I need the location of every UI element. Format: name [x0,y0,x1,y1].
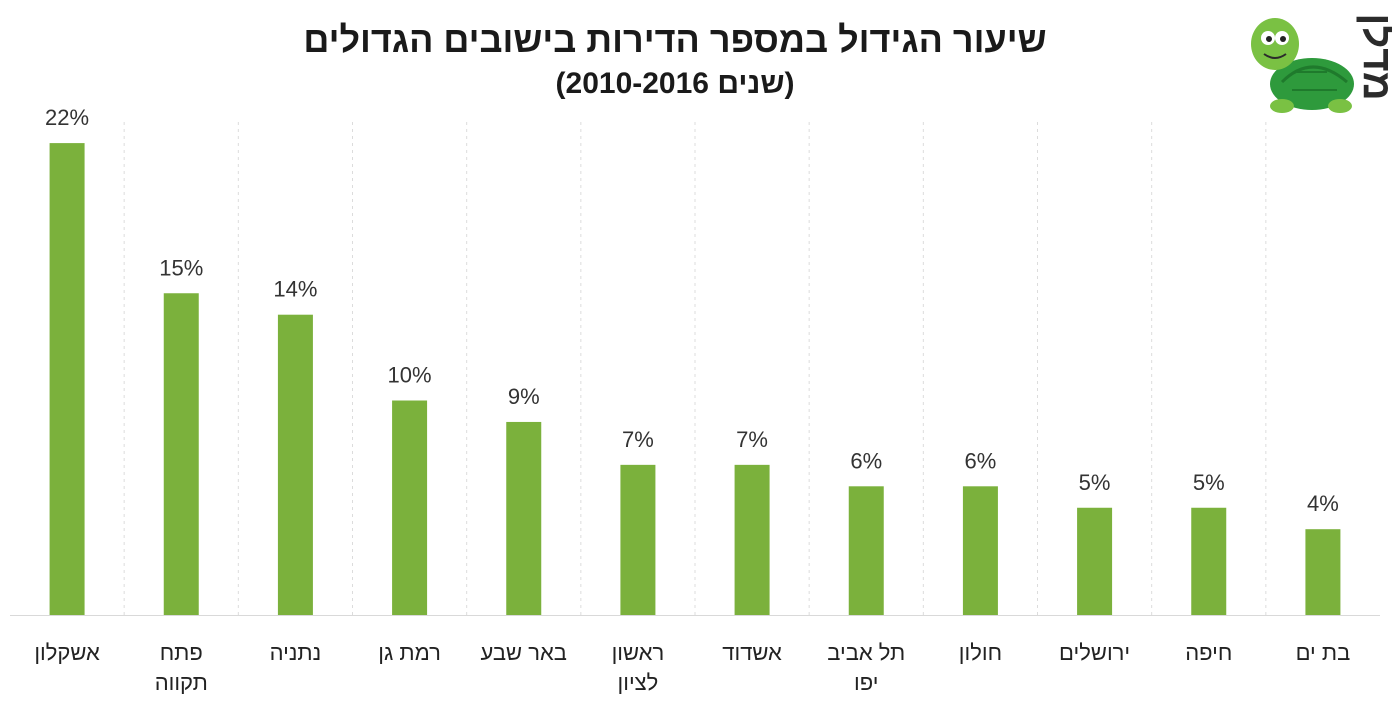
data-label: 9% [508,384,540,409]
data-label: 22% [45,105,89,130]
x-tick-label: פתח [160,640,203,665]
x-tick-label: נתניה [270,640,322,665]
x-tick-label: רמת גן [378,640,441,665]
turtle-icon [1251,18,1354,113]
bar [49,143,85,615]
bar [163,293,199,615]
x-tick-label: תל אביב [827,640,905,665]
logo-text: מדלן [1355,13,1392,100]
bar [734,464,770,615]
data-label: 6% [850,448,882,473]
bar [848,486,884,615]
chart-title: שיעור הגידול במספר הדירות בישובים הגדולי… [303,19,1047,60]
chart-subtitle: (שנים 2010-2016) [555,67,795,100]
data-label: 4% [1307,491,1339,516]
data-label: 6% [965,448,997,473]
x-tick-label: ראשון [612,640,665,665]
x-tick-label: אשקלון [34,640,100,665]
data-label: 5% [1193,470,1225,495]
data-label: 10% [388,363,432,388]
x-tick-label: לציון [618,670,659,695]
x-tick-label: יפו [854,670,878,695]
x-tick-label: חולון [959,640,1002,665]
x-tick-label: אשדוד [722,640,782,665]
data-label: 7% [622,427,654,452]
x-tick-label: באר שבע [481,640,567,665]
data-label: 14% [273,277,317,302]
bar [277,314,313,615]
x-tick-label: תקווה [155,670,208,695]
bar [962,486,998,615]
bar [506,421,542,615]
bar [620,464,656,615]
data-label: 7% [736,427,768,452]
bar [392,400,428,615]
madlan-logo: מדלן [1251,13,1392,113]
bar [1077,507,1113,615]
x-tick-label: חיפה [1185,640,1232,665]
x-tick-label: בת ים [1296,640,1351,665]
bar [1191,507,1227,615]
x-tick-label: ירושלים [1059,640,1130,665]
data-label: 15% [159,255,203,280]
bar [1305,529,1341,615]
data-label: 5% [1079,470,1111,495]
